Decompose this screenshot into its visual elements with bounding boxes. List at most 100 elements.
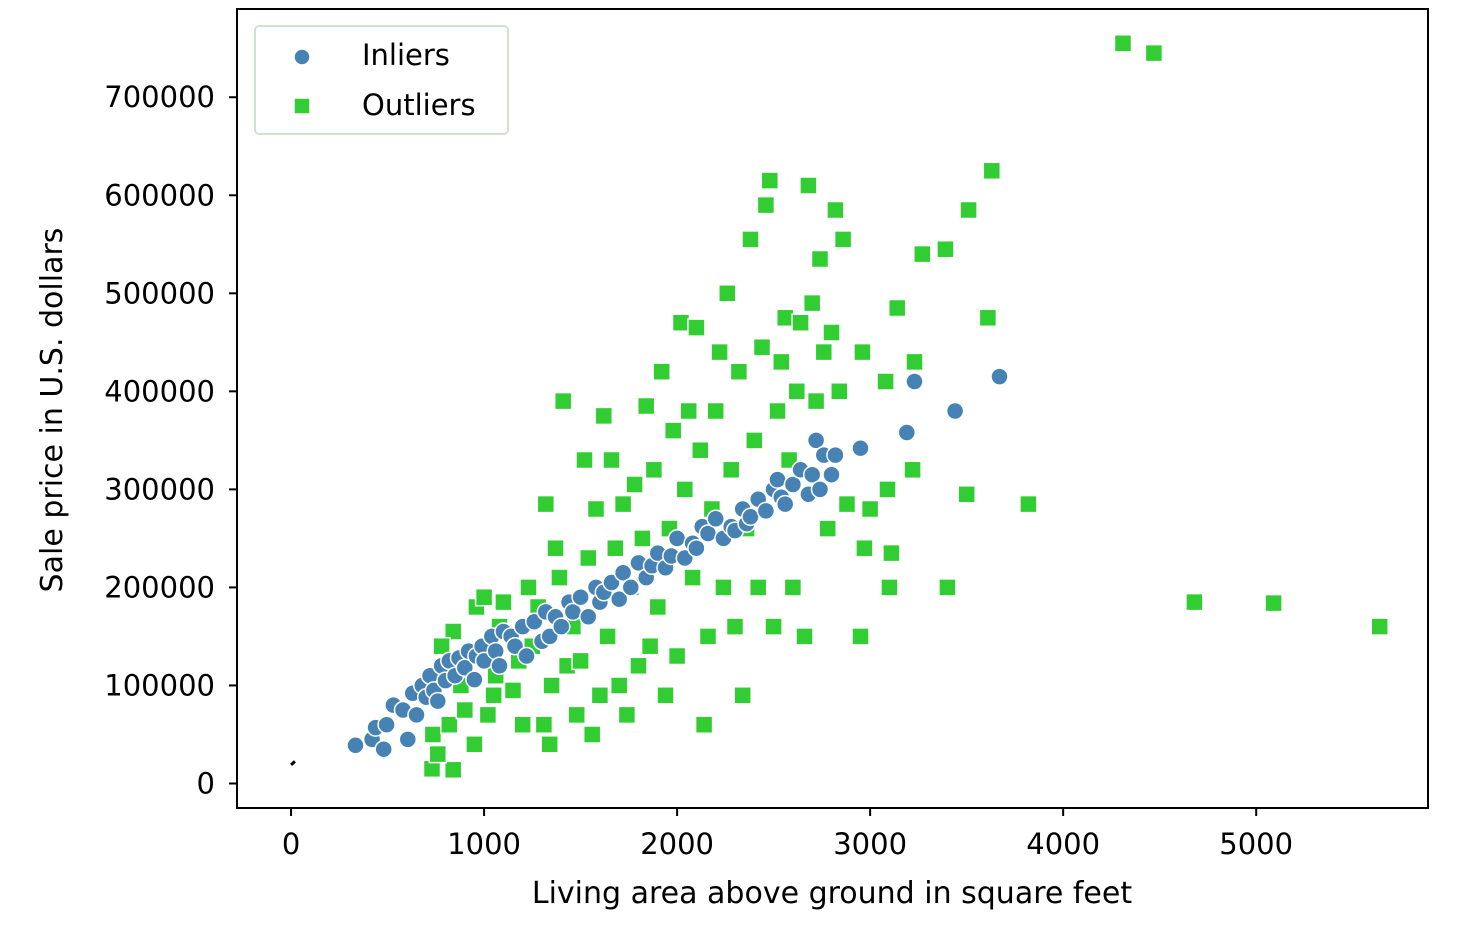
y-axis-label: Sale price in U.S. dollars	[35, 228, 70, 593]
y-tick-label: 0	[197, 766, 215, 800]
inlier-point	[407, 705, 426, 725]
inlier-point	[706, 509, 725, 529]
outlier-point	[640, 636, 660, 656]
outlier-point	[1019, 494, 1038, 514]
outlier-point	[582, 725, 602, 744]
outlier-point	[760, 171, 780, 190]
outlier-point	[887, 298, 907, 318]
outlier-point	[546, 538, 565, 558]
inlier-point	[465, 670, 484, 689]
outlier-point	[814, 342, 834, 362]
outlier-point	[768, 401, 787, 421]
inlier-point	[990, 367, 1009, 386]
y-axis-ticks: 0 100000 200000 300000 400000 500000 600000 700…	[104, 80, 237, 800]
inlier-point	[571, 587, 590, 607]
x-tick-label: 2000	[640, 827, 714, 861]
outlier-point	[567, 705, 586, 725]
outlier-point	[818, 519, 837, 538]
outlier-point	[752, 337, 772, 357]
y-tick-label: 200000	[104, 570, 215, 604]
outlier-point	[428, 744, 448, 764]
outlier-point	[550, 568, 569, 587]
outlier-point	[741, 230, 760, 249]
outlier-point	[837, 494, 857, 514]
outlier-point	[775, 308, 795, 328]
outlier-point	[656, 686, 675, 705]
outlier-point	[648, 597, 668, 617]
outlier-point	[745, 431, 764, 450]
outlier-point	[772, 352, 791, 372]
outlier-point	[959, 200, 978, 220]
inlier-point	[897, 423, 917, 442]
outlier-point	[698, 627, 718, 646]
x-tick-label: 5000	[1219, 827, 1293, 861]
inlier-point	[579, 607, 598, 627]
x-tick-label: 3000	[833, 827, 907, 861]
inlier-point	[905, 372, 924, 391]
outlier-point	[679, 401, 698, 421]
y-tick-label: 500000	[104, 276, 215, 310]
y-tick-label: 100000	[104, 668, 215, 702]
y-tick-label: 300000	[104, 472, 215, 506]
outlier-point	[455, 700, 475, 720]
outlier-point	[725, 617, 745, 636]
outlier-point	[617, 705, 637, 725]
legend-outlier-label: Outliers	[362, 88, 476, 122]
outlier-point	[1370, 617, 1389, 636]
outlier-point	[671, 313, 691, 332]
legend-outlier-marker	[293, 97, 311, 115]
x-axis-label: Living area above ground in square feet	[532, 876, 1132, 911]
outlier-point	[443, 622, 463, 641]
outlier-point	[806, 391, 826, 411]
inlier-point	[851, 438, 870, 458]
outlier-point	[791, 313, 810, 332]
outlier-point	[878, 480, 897, 499]
outlier-point	[652, 362, 671, 381]
outlier-point	[443, 760, 463, 780]
outlier-point	[586, 499, 606, 519]
outlier-point	[851, 627, 870, 646]
outlier-point	[613, 494, 633, 514]
outlier-point	[714, 578, 733, 597]
outlier-point	[1113, 34, 1133, 53]
outlier-point	[936, 239, 955, 259]
outlier-point	[833, 230, 853, 249]
outlier-point	[602, 450, 621, 470]
outlier-point	[882, 543, 901, 563]
x-tick-label: 0	[282, 827, 300, 861]
legend-inlier-label: Inliers	[362, 38, 450, 72]
outlier-point	[598, 627, 617, 646]
outlier-point	[853, 342, 872, 362]
outlier-point	[536, 494, 556, 514]
outlier-point	[465, 735, 484, 754]
outlier-point	[540, 735, 559, 754]
outlier-point	[606, 538, 625, 558]
x-tick-label: 1000	[447, 827, 521, 861]
inlier-point	[756, 501, 776, 521]
inlier-point	[768, 470, 787, 489]
outlier-point	[423, 725, 443, 744]
outlier-point	[553, 391, 573, 411]
outlier-points	[422, 34, 1389, 780]
outlier-point	[1185, 592, 1204, 612]
inlier-point	[667, 529, 687, 548]
outlier-point	[826, 200, 845, 220]
outlier-point	[687, 318, 706, 337]
outlier-point	[629, 656, 648, 676]
outlier-point	[733, 686, 752, 705]
y-tick-label: 400000	[104, 374, 215, 408]
outlier-point	[644, 460, 664, 480]
outlier-point	[855, 538, 874, 558]
outlier-point	[633, 529, 652, 548]
outlier-point	[636, 396, 656, 416]
outlier-point	[478, 705, 498, 725]
outlier-point	[683, 568, 702, 587]
outlier-point	[625, 475, 644, 494]
outlier-point	[718, 284, 737, 303]
outlier-point	[710, 342, 729, 362]
inlier-point	[783, 475, 803, 494]
outlier-point	[764, 617, 783, 636]
outlier-point	[860, 499, 880, 519]
x-tick-label: 4000	[1026, 827, 1100, 861]
inlier-point	[826, 445, 845, 465]
